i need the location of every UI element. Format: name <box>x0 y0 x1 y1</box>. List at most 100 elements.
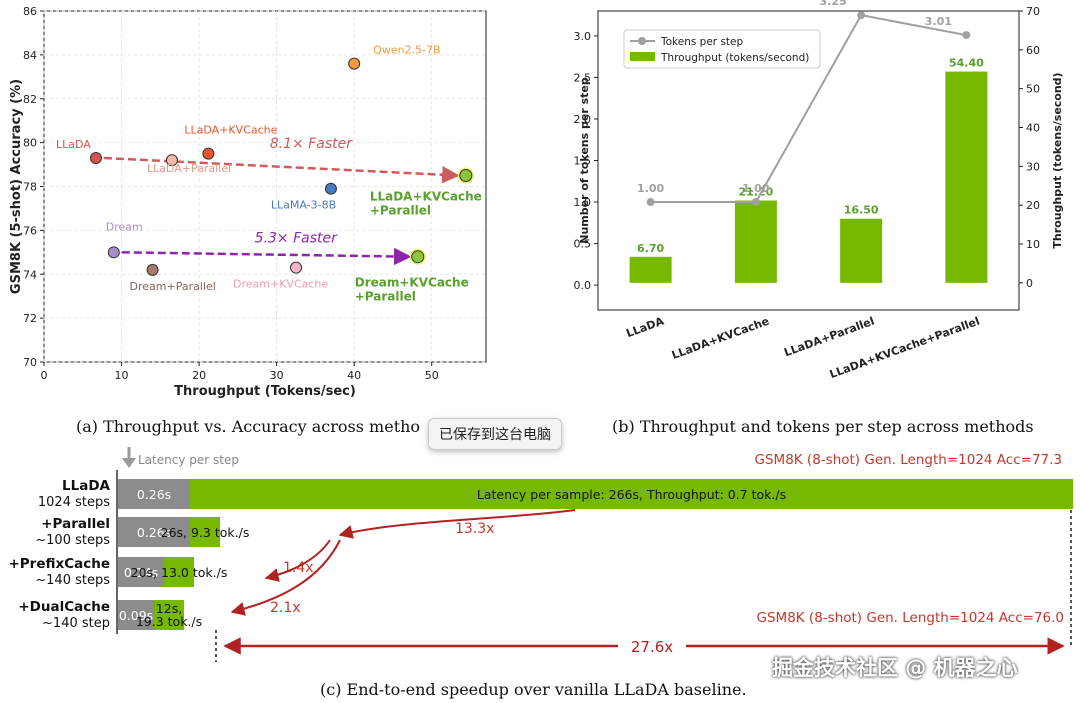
throughput-bar-label: 54.40 <box>949 57 984 70</box>
scatter-ytick-label: 80 <box>23 137 37 150</box>
scatter-point <box>146 263 159 276</box>
row-method-name: LLaDA <box>62 478 111 494</box>
scatter-ytick-label: 84 <box>23 49 37 62</box>
scatter-point <box>202 147 215 160</box>
scatter-point-label: LLaMA-3-8B <box>271 199 336 212</box>
watermark-text: 掘金技术社区 @ 机器之心 <box>772 656 1018 680</box>
legend-bar-swatch <box>630 52 655 61</box>
bar-ytick-right-label: 60 <box>1026 44 1040 57</box>
bar-ytick-left-label: 1.5 <box>574 155 592 168</box>
scatter-point-label: LLaDA+KVCache <box>184 124 277 137</box>
scatter-point <box>290 261 303 274</box>
sample-latency-label: Latency per sample: 266s, Throughput: 0.… <box>477 487 786 502</box>
sample-latency-label-line: 19.3 tok./s <box>136 614 202 629</box>
step-latency-label: 0.09s <box>119 608 153 623</box>
scatter-point-label-line: LLaDA+KVCache <box>184 124 277 137</box>
scatter-point-label-line: Dream+Parallel <box>130 280 216 293</box>
legend-bar-label: Throughput (tokens/second) <box>660 52 809 64</box>
bar-y-axis-right-title: Throughput (tokens/second) <box>1051 72 1064 248</box>
scatter-ytick-label: 86 <box>23 5 37 18</box>
step-latency-segment <box>118 557 164 587</box>
scatter-point <box>107 246 120 259</box>
row-step-count: ~100 steps <box>35 533 110 548</box>
scatter-xtick-label: 40 <box>347 369 361 382</box>
scatter-point-label: Dream+Parallel <box>130 280 216 293</box>
sample-latency-segment <box>154 600 184 630</box>
bar-category-label: LLaDA <box>624 314 666 340</box>
speedup-arrow <box>103 156 460 184</box>
step-latency-segment <box>118 600 154 630</box>
scatter-ytick-label: 74 <box>23 268 37 281</box>
scatter-point-label-line: +Parallel <box>355 290 416 304</box>
bar-ytick-left-label: 1.0 <box>574 196 592 209</box>
scatter-point <box>324 182 337 195</box>
gsm8k-note-top: GSM8K (8-shot) Gen. Length=1024 Acc=77.3 <box>755 452 1062 468</box>
scatter-ytick-label: 82 <box>23 93 37 106</box>
bar-ytick-right-label: 20 <box>1026 199 1040 212</box>
step-latency-label: 0.14s <box>124 565 158 580</box>
scatter-xtick-label: 0 <box>41 369 48 382</box>
scatter-xtick-label: 20 <box>192 369 206 382</box>
speedup-curve-arrow <box>338 509 576 539</box>
bar-category-label: LLaDA+Parallel <box>782 315 876 360</box>
step-latency-label: 0.26s <box>137 525 171 540</box>
scatter-x-axis-title: Throughput (Tokens/sec) <box>174 384 356 399</box>
step-latency-segment <box>118 517 190 547</box>
scatter-point-label-line: LLaDA+KVCache <box>370 190 482 204</box>
scatter-point-label: LLaDA+KVCache +Parallel <box>370 190 482 218</box>
sample-latency-segment <box>190 479 1073 509</box>
row-method-name: +PrefixCache <box>8 556 110 572</box>
bar-category-label: LLaDA+KVCache <box>670 315 771 362</box>
bar-ytick-right-label: 40 <box>1026 121 1040 134</box>
step-latency-label: 0.26s <box>137 487 171 502</box>
tokens-per-step-label: 1.00 <box>742 182 769 195</box>
latency-arrow-head <box>122 458 136 468</box>
scatter-ytick-label: 76 <box>23 224 37 237</box>
scatter-point-label: Dream+KVCache <box>233 278 328 291</box>
sample-latency-label: 26s, 9.3 tok./s <box>161 525 250 540</box>
scatter-point-label-line: Qwen2.5-7B <box>373 44 440 57</box>
bar-ytick-left-label: 2.0 <box>574 113 592 126</box>
speedup-curve-arrow <box>230 539 341 616</box>
bar-ytick-right-label: 30 <box>1026 160 1040 173</box>
row-speedup-label: 1.4x <box>283 560 314 576</box>
bar-ytick-right-label: 70 <box>1026 5 1040 18</box>
scatter-ytick-label: 70 <box>23 356 37 369</box>
gsm8k-note-bottom: GSM8K (8-shot) Gen. Length=1024 Acc=76.0 <box>757 610 1064 626</box>
row-method-name: +Parallel <box>41 516 110 532</box>
row-step-count: 1024 steps <box>38 495 110 510</box>
throughput-bar <box>840 218 883 283</box>
speedup-arrow <box>121 247 412 266</box>
bar-ytick-left-label: 3.0 <box>574 30 592 43</box>
tokens-per-step-line <box>650 14 967 204</box>
chart-c-caption: (c) End-to-end speedup over vanilla LLaD… <box>320 680 747 699</box>
chart-b-caption: (b) Throughput and tokens per step acros… <box>612 417 1034 436</box>
sample-latency-label-line: 12s, <box>156 601 182 616</box>
chart-a-caption: (a) Throughput vs. Accuracy across metho <box>76 417 420 436</box>
total-speedup-label: 27.6x <box>631 638 673 656</box>
scatter-point-label-line: LLaDA <box>56 138 91 151</box>
throughput-bar <box>734 200 777 283</box>
legend-line-label: Tokens per step <box>660 36 744 48</box>
legend-line-marker <box>638 37 646 45</box>
scatter-ytick-label: 78 <box>23 181 37 194</box>
throughput-bar <box>945 71 988 283</box>
row-method-name: +DualCache <box>18 599 110 615</box>
sample-latency-label-line: 26s, 9.3 tok./s <box>161 525 250 540</box>
bar-ytick-right-label: 50 <box>1026 83 1040 96</box>
saved-to-computer-popup[interactable]: 已保存到这台电脑 <box>428 418 562 450</box>
bar-y-axis-left-title: Number of tokens per step <box>578 77 591 244</box>
scatter-point-label-line: Dream+KVCache <box>355 276 469 290</box>
bar-ytick-left-label: 0.5 <box>574 238 592 251</box>
speedup-arrow-label: 5.3× Faster <box>255 230 338 246</box>
scatter-point-label-line: +Parallel <box>370 204 431 218</box>
sample-latency-label-line: 20s, 13.0 tok./s <box>131 565 228 580</box>
tokens-per-step-label: 3.25 <box>820 0 847 8</box>
scatter-point <box>89 151 102 164</box>
sample-latency-label-line: Latency per sample: 266s, Throughput: 0.… <box>477 487 786 502</box>
scatter-point-label: LLaDA <box>56 138 91 151</box>
bar-ytick-right-label: 0 <box>1026 277 1033 290</box>
tokens-per-step-label: 1.00 <box>637 182 664 195</box>
scatter-xtick-label: 10 <box>115 369 129 382</box>
scatter-point-label-line: LLaDA+Parallel <box>147 162 231 175</box>
